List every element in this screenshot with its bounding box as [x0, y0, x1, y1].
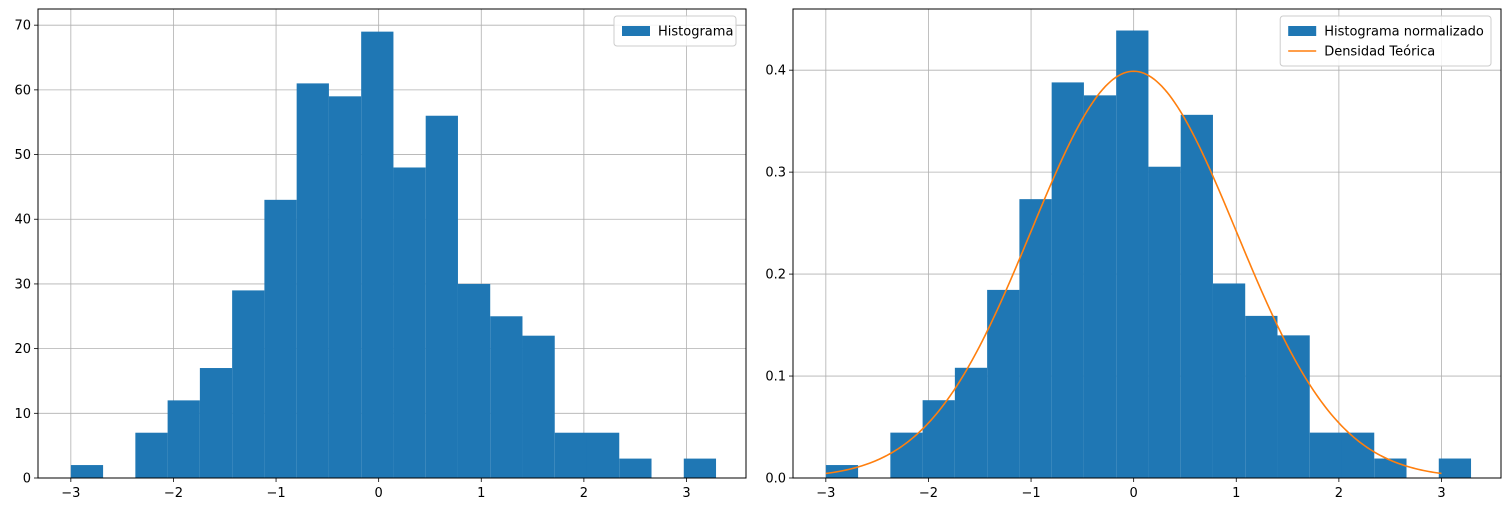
histogram-bar [1019, 199, 1052, 478]
y-tick-label: 20 [14, 342, 31, 357]
histogram-bar [1438, 458, 1472, 478]
histogram-bar [361, 31, 394, 478]
histogram-bar [954, 367, 988, 478]
histogram-bar [264, 199, 297, 479]
x-tick-label: 0 [375, 486, 383, 501]
normalized-histogram-panel: −3 −2 −1 0 1 2 3 0.0 0.1 0.2 0.3 0.4 Histograma no… [765, 8, 1502, 501]
x-tick-label: −3 [816, 486, 835, 501]
x-axis: −3 −2 −1 0 1 2 3 [61, 478, 691, 501]
legend-label: Densidad Teórica [1324, 45, 1435, 60]
y-tick-label: 0 [23, 472, 31, 487]
legend-label: Histograma normalizado [1324, 25, 1484, 40]
histogram-bar [987, 289, 1020, 478]
x-tick-label: −1 [266, 486, 285, 501]
histogram-bar [1374, 458, 1407, 478]
y-tick-label: 0.1 [765, 370, 786, 385]
x-tick-label: 3 [682, 486, 690, 501]
x-tick-label: 2 [1335, 486, 1343, 501]
x-tick-label: 1 [477, 486, 485, 501]
axes-frame [792, 8, 1502, 479]
histogram-bar [232, 290, 265, 478]
x-tick-label: −1 [1021, 486, 1040, 501]
histogram-bar [1309, 432, 1342, 478]
y-tick-label: 50 [14, 148, 31, 163]
y-tick-label: 0.4 [765, 64, 786, 79]
histogram-bar [70, 465, 104, 478]
histogram-bar [683, 458, 717, 478]
histogram-bar [490, 316, 523, 478]
histogram-bar [296, 83, 329, 479]
x-tick-label: −3 [61, 486, 80, 501]
histogram-bar [1277, 335, 1310, 478]
density-curve-layer [825, 70, 1442, 475]
histogram-bar [328, 96, 362, 479]
histogram-panel: −3 −2 −1 0 1 2 3 0 10 20 30 40 50 60 70 Histograma [14, 8, 747, 501]
legend-box [613, 15, 737, 47]
histogram-bar [619, 458, 652, 478]
x-tick-label: −2 [919, 486, 938, 501]
y-axis: 0.0 0.1 0.2 0.3 0.4 [765, 64, 793, 487]
x-axis: −3 −2 −1 0 1 2 3 [816, 478, 1446, 501]
x-tick-label: −2 [164, 486, 183, 501]
density-curve [825, 70, 1442, 475]
histogram-bar [135, 432, 168, 478]
legend-swatch [1288, 26, 1317, 36]
histogram-bar [922, 400, 955, 478]
y-tick-label: 60 [14, 83, 31, 98]
histogram-bars [70, 31, 717, 479]
histogram-bar [457, 283, 491, 478]
histogram-bar [890, 432, 923, 478]
histogram-bar [1051, 82, 1084, 479]
histogram-bar [1083, 95, 1117, 478]
y-tick-label: 30 [14, 277, 31, 292]
x-tick-label: 2 [580, 486, 588, 501]
legend-swatch [622, 26, 650, 36]
histogram-bar [1341, 432, 1375, 478]
y-tick-label: 10 [14, 407, 31, 422]
histogram-bar [554, 432, 587, 478]
histogram-bar [1245, 315, 1278, 478]
histogram-bar [586, 432, 620, 478]
legend: Histograma [613, 15, 737, 47]
legend-label: Histograma [658, 25, 733, 40]
y-tick-label: 40 [14, 213, 31, 228]
x-tick-label: 1 [1232, 486, 1240, 501]
histogram-bar [199, 368, 233, 478]
axes-frame [37, 8, 747, 479]
histogram-bar [1180, 114, 1213, 478]
y-tick-label: 0.2 [765, 268, 786, 283]
histogram-bar [1116, 30, 1149, 479]
histogram-bar [425, 115, 458, 479]
legend: Histograma normalizado Densidad Teórica [1279, 15, 1492, 67]
histogram-bar [167, 400, 200, 478]
histogram-bar [522, 335, 555, 478]
histogram-bar [1148, 166, 1181, 478]
y-tick-label: 70 [14, 19, 31, 34]
y-tick-label: 0.0 [765, 472, 786, 487]
y-axis: 0 10 20 30 40 50 60 70 [14, 19, 38, 487]
histogram-bar [393, 167, 426, 478]
x-tick-label: 0 [1130, 486, 1138, 501]
histogram-bar [1212, 283, 1246, 478]
x-tick-label: 3 [1437, 486, 1445, 501]
legend-box [1279, 15, 1492, 67]
y-tick-label: 0.3 [765, 166, 786, 181]
histogram-bars [825, 30, 1472, 479]
